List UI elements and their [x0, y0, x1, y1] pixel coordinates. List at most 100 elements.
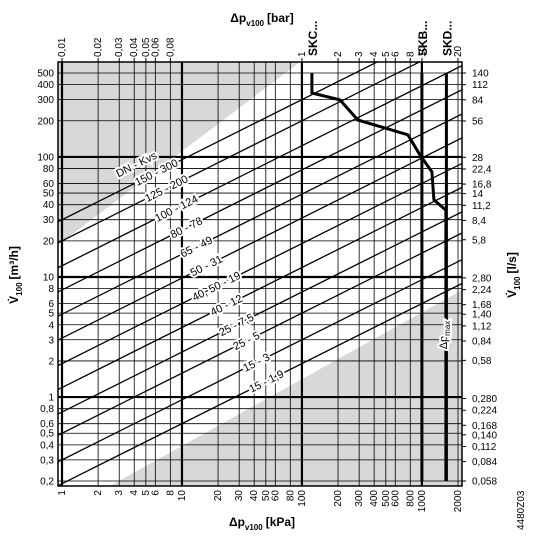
y-tick-label: 10	[43, 273, 55, 284]
frame	[57, 61, 463, 487]
y-tick-label: 0,3	[40, 455, 54, 466]
y2-tick-label: 0,084	[472, 457, 497, 468]
x-tick-label: 2	[93, 490, 104, 496]
x2-tick-label: 3	[354, 51, 365, 57]
x-tick-label: 10	[177, 490, 188, 502]
x-title-sub: v100	[245, 523, 263, 532]
x-tick-label: 500	[381, 490, 392, 507]
y2-tick-label: 0,280	[472, 394, 497, 405]
y2-tick-label: 2,24	[472, 285, 492, 296]
x-tick-label: 1	[57, 490, 68, 496]
kvs-line	[58, 282, 462, 486]
x-title-main: Δp	[229, 515, 245, 529]
y2-tick-label: 22,4	[472, 164, 492, 175]
x2-title-sub: v100	[246, 19, 264, 28]
y-tick-label: 20	[43, 236, 55, 247]
x2-title-unit: [bar]	[267, 11, 294, 25]
y-tick-label: 0,8	[40, 404, 54, 415]
x-tick-label: 3	[114, 490, 125, 496]
y2-tick-label: 8,4	[472, 216, 486, 227]
x2-tick-label: 0,06	[150, 37, 161, 57]
x2-tick-label: 6	[390, 51, 401, 57]
series-label: SKB...	[416, 21, 430, 56]
y2-tick-label: 1,68	[472, 300, 492, 311]
x2-tick-label: 4	[369, 51, 380, 57]
y-tick-label: 60	[43, 179, 55, 190]
x2-tick-label: 0,08	[165, 37, 176, 57]
grid	[58, 62, 462, 486]
y2-tick-label: 140	[472, 69, 489, 80]
y-title-unit: [m³/h]	[7, 246, 21, 279]
x-tick-label: 600	[390, 490, 401, 507]
y2-tick-label: 84	[472, 95, 484, 106]
series-label: SKC...	[306, 21, 320, 56]
x-tick-label: 2000	[453, 490, 464, 513]
x-tick-label: 5	[141, 490, 152, 496]
y2-tick-label: 0,224	[472, 406, 497, 417]
x2-tick-label: 20	[453, 45, 464, 57]
annotation: Δpmax	[438, 321, 452, 350]
y2-tick-label: 0,84	[472, 336, 492, 347]
figure-id: 4480Z03	[516, 490, 527, 530]
x2-tick-label: 1	[297, 51, 308, 57]
x2-tick-label: 10	[417, 45, 428, 57]
x-tick-label: 1000	[417, 490, 428, 513]
y2-tick-label: 2,80	[472, 273, 492, 284]
kvs-line	[58, 162, 462, 367]
y2-title-unit: [l/s]	[505, 252, 519, 273]
y2-tick-label: 56	[472, 116, 484, 127]
x-axis-title: Δpv100 [kPa]	[229, 515, 295, 532]
y2-tick-label: 0,168	[472, 421, 497, 432]
kvs-line	[58, 62, 379, 223]
y-tick-label: 4	[48, 320, 54, 331]
y-tick-label: 2	[48, 356, 54, 367]
x2-tick-label: 0,05	[141, 37, 152, 57]
kvs-line	[58, 232, 462, 436]
kvs-line	[58, 113, 462, 317]
kvs-line	[58, 64, 462, 269]
x-tick-label: 400	[369, 490, 380, 507]
x-tick-label: 800	[405, 490, 416, 507]
x-tick-label: 6	[150, 490, 161, 496]
x2-tick-label: 2	[333, 51, 344, 57]
y-title-sub: 100	[15, 282, 24, 296]
y-tick-label: 40	[43, 200, 55, 211]
x-tick-label: 200	[333, 490, 344, 507]
x-tick-label: 50	[261, 490, 272, 502]
x-title-unit: [kPa]	[266, 515, 295, 529]
kvs-line	[58, 186, 462, 391]
kvs-line	[58, 89, 462, 293]
x-tick-label: 300	[354, 490, 365, 507]
y-tick-label: 1	[48, 393, 54, 404]
kvs-line	[58, 137, 462, 341]
x2-tick-label: 0,03	[114, 37, 125, 57]
y2-tick-label: 11,2	[472, 201, 491, 212]
x2-title-main: Δp	[230, 11, 246, 25]
annotation-sub: max	[443, 321, 452, 336]
annotation-main: Δp	[438, 336, 450, 349]
y-title-main: V̇	[6, 296, 21, 304]
y-tick-label: 400	[37, 80, 54, 91]
x-tick-label: 4	[129, 490, 140, 496]
y2-axis-title: V̇100 [l/s]	[504, 252, 522, 298]
series	[310, 73, 448, 481]
y-axis-title: V̇100 [m³/h]	[6, 246, 24, 304]
y2-tick-label: 0,140	[472, 430, 497, 441]
y2-tick-label: 1,12	[472, 321, 492, 332]
y2-tick-label: 28	[472, 153, 484, 164]
y-tick-label: 8	[48, 284, 54, 295]
y-tick-label: 50	[43, 189, 55, 200]
y-tick-label: 30	[43, 215, 55, 226]
x2-tick-label: 8	[405, 51, 416, 57]
x-tick-label: 100	[297, 490, 308, 507]
y2-title-sub: 100	[513, 276, 522, 290]
y2-tick-label: 0,058	[472, 477, 497, 488]
y-tick-label: 300	[37, 95, 54, 106]
x-tick-label: 30	[234, 490, 245, 502]
y-tick-label: 0,4	[40, 440, 54, 451]
kvs-line	[58, 258, 462, 463]
y-tick-label: 0,2	[40, 477, 54, 488]
y-tick-label: 100	[37, 152, 54, 163]
y2-tick-label: 1,40	[472, 310, 492, 321]
